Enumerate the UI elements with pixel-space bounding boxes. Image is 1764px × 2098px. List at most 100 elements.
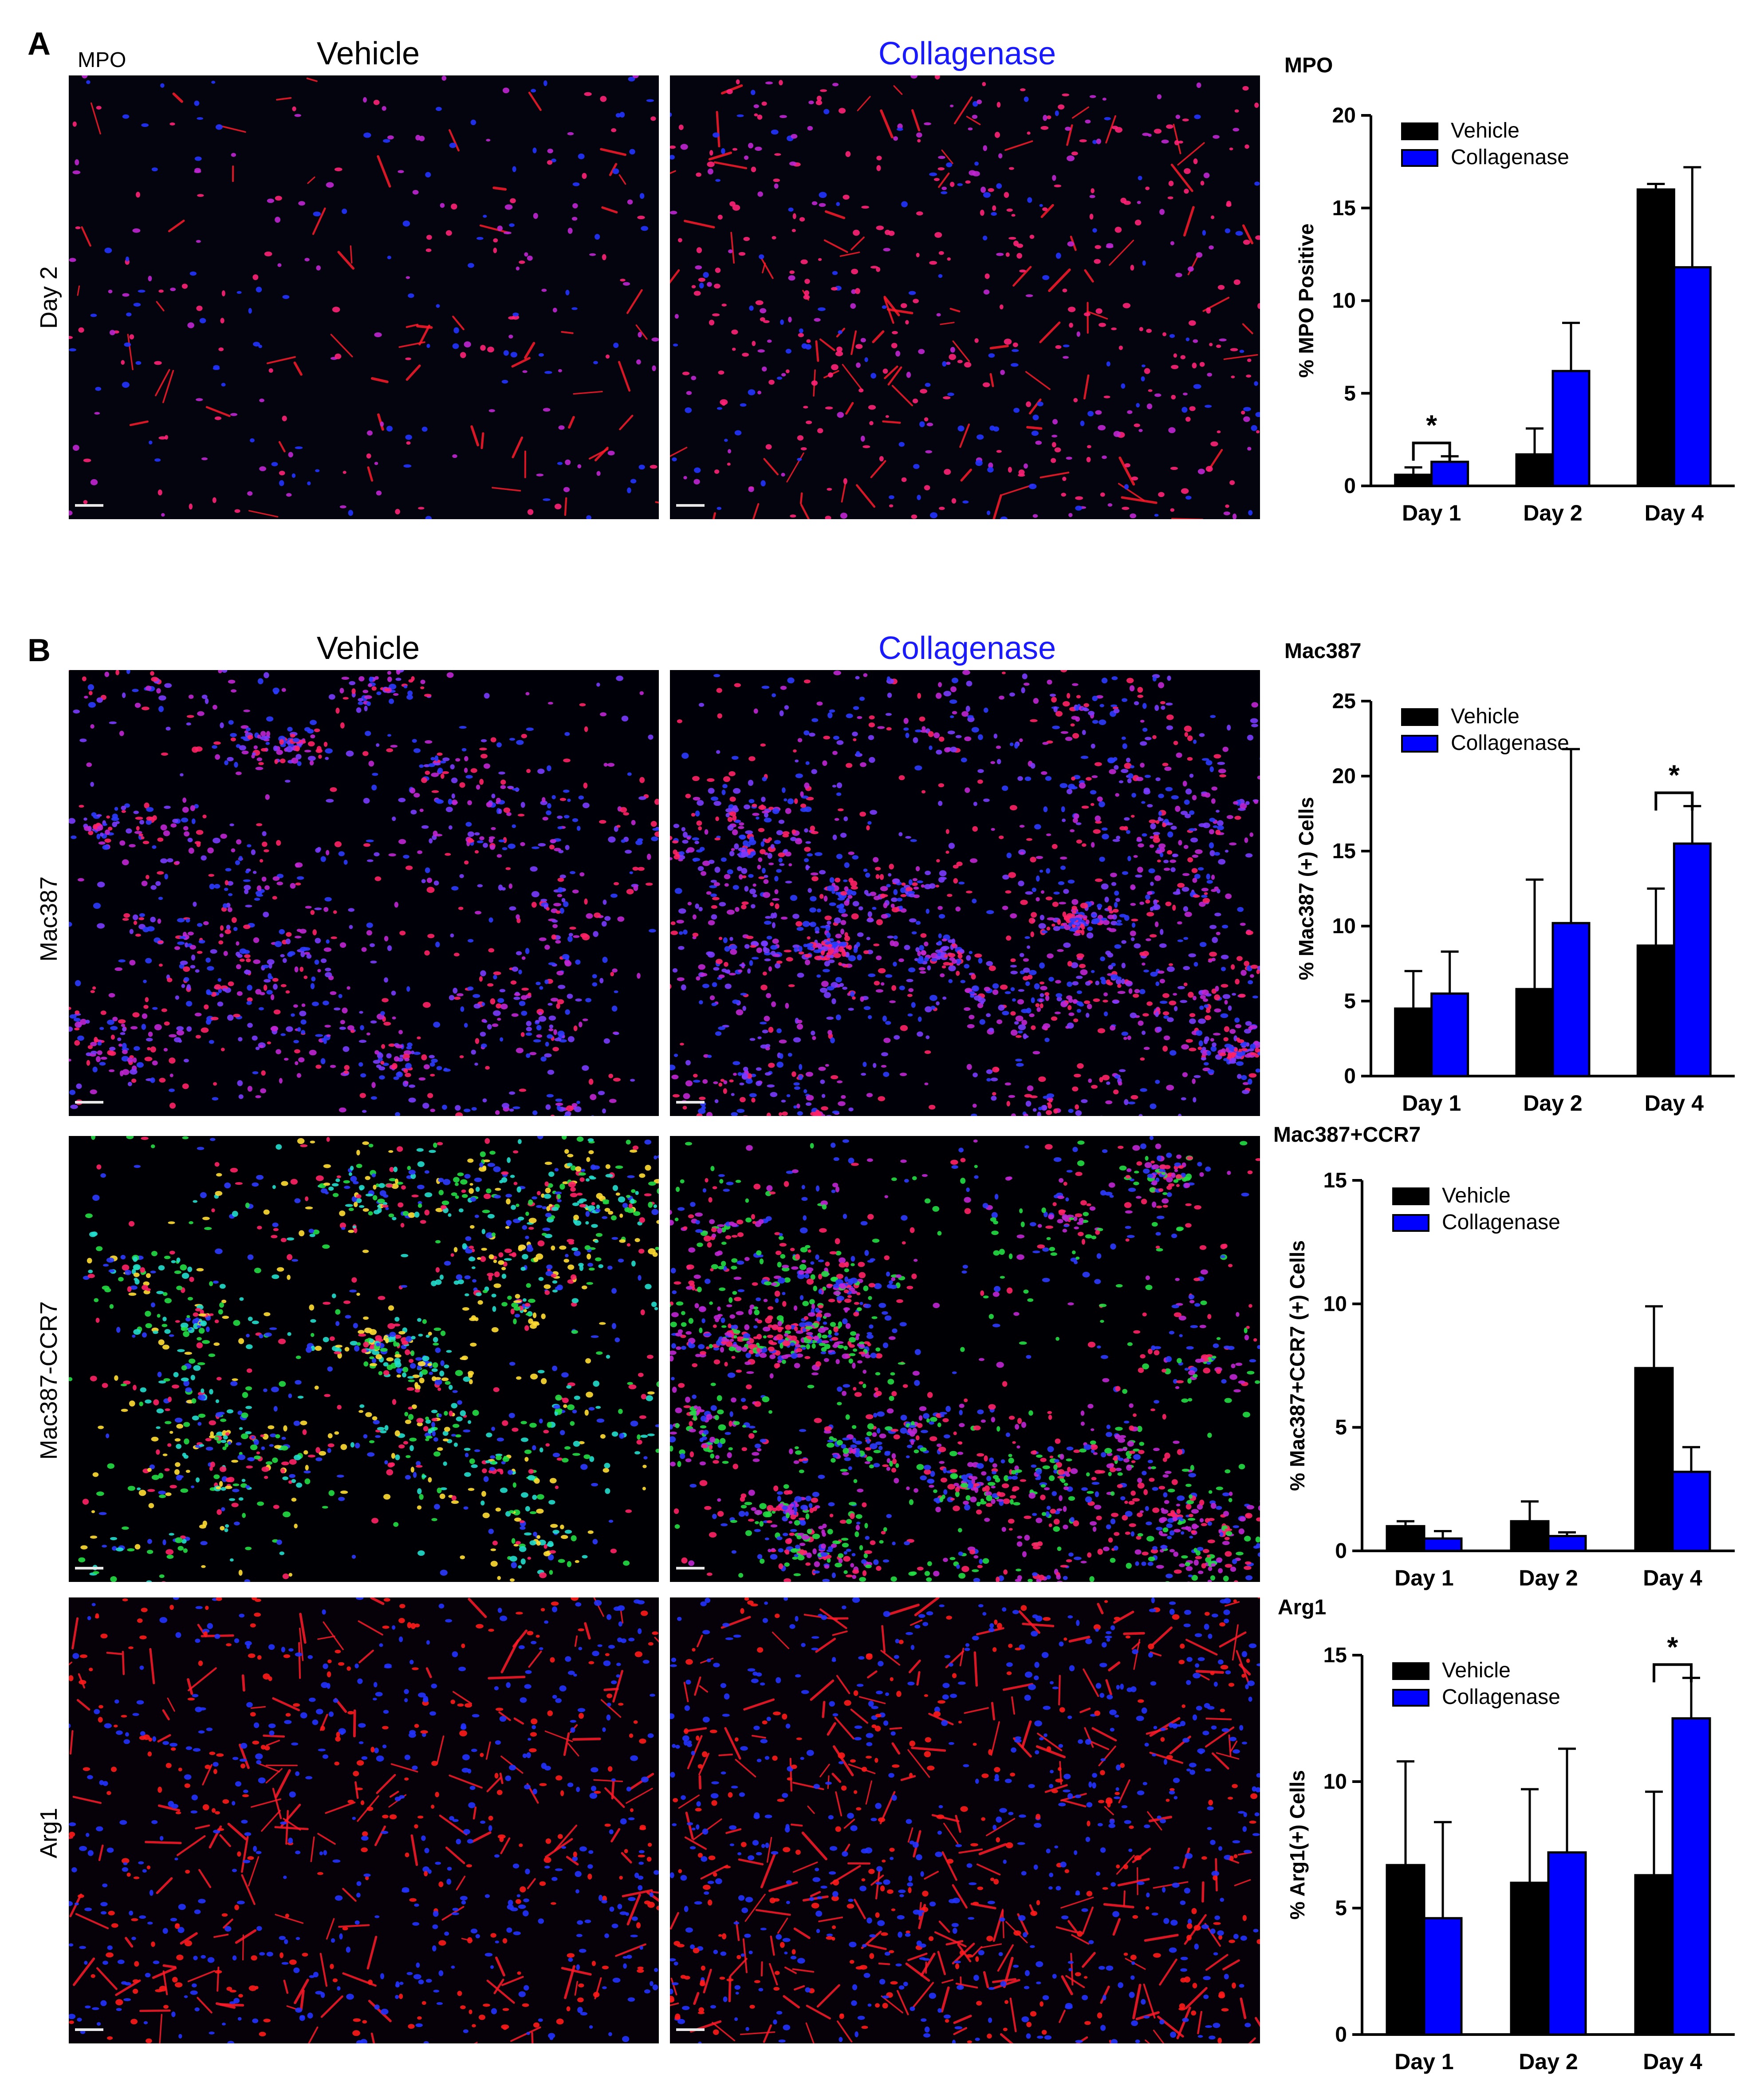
x-tick-label: Day 4	[1645, 501, 1704, 525]
panel-a-collagenase-heading: Collagenase	[878, 36, 1056, 71]
panel-b-collagenase-heading: Collagenase	[878, 631, 1056, 666]
legend-label: Vehicle	[1451, 119, 1520, 142]
y-tick-label: 10	[1332, 915, 1356, 938]
panel-b-letter: B	[28, 633, 51, 668]
y-tick-label: 0	[1335, 2023, 1347, 2047]
legend-label: Collagenase	[1442, 1211, 1560, 1234]
bar	[1547, 1535, 1587, 1552]
y-tick-label: 15	[1332, 197, 1356, 220]
bar	[1671, 1471, 1711, 1552]
x-tick-label: Day 1	[1394, 2049, 1453, 2074]
x-tick-label: Day 2	[1519, 2049, 1578, 2074]
bar	[1551, 370, 1591, 487]
x-tick-label: Day 1	[1402, 1091, 1461, 1116]
legend-swatch	[1392, 1187, 1429, 1205]
panel-a-letter: A	[28, 26, 51, 62]
y-tick-label: 10	[1332, 289, 1356, 313]
significance-star: *	[1667, 1631, 1678, 1663]
significance-star: *	[1426, 409, 1437, 441]
chart-mac387-ccr7: % Mac387+CCR7 (+) Cells 0 5 10 15 Day 1 Day 2 D…	[1278, 1163, 1748, 1606]
bar	[1673, 266, 1712, 487]
bar	[1394, 473, 1433, 487]
micrograph-mac387-ccr7-collagenase	[670, 1136, 1260, 1582]
y-tick-label: 10	[1323, 1292, 1347, 1316]
bar	[1423, 1537, 1463, 1552]
legend-label: Vehicle	[1442, 1184, 1511, 1207]
bar	[1673, 842, 1712, 1077]
chart-title-mpo: MPO	[1284, 54, 1333, 77]
bar	[1636, 188, 1675, 487]
micrograph-mpo-vehicle	[69, 75, 659, 519]
micrograph-mac387-collagenase	[670, 670, 1260, 1116]
y-tick-label: 5	[1344, 990, 1356, 1013]
y-axis-label: % Mac387+CCR7 (+) Cells	[1286, 1240, 1309, 1491]
bar	[1394, 1007, 1433, 1077]
bar	[1386, 1525, 1425, 1552]
y-tick-label: 5	[1335, 1897, 1347, 1920]
legend-swatch	[1392, 1662, 1429, 1680]
micrograph-arg1-collagenase	[670, 1597, 1260, 2043]
panel-a-vehicle-heading: Vehicle	[316, 36, 420, 71]
bar	[1634, 1367, 1674, 1552]
y-tick-label: 15	[1323, 1169, 1347, 1192]
chart-title-arg1: Arg1	[1278, 1596, 1327, 1619]
legend-swatch	[1392, 1689, 1429, 1707]
bar	[1423, 1917, 1463, 2036]
y-tick-label: 5	[1344, 382, 1356, 405]
micrograph-arg1-vehicle	[69, 1597, 659, 2043]
y-tick-label: 20	[1332, 104, 1356, 127]
x-tick-label: Day 4	[1645, 1091, 1704, 1116]
legend-swatch	[1401, 708, 1438, 726]
chart-mpo-svg: % MPO Positive 0 5 10 15 20 Day 1 Day 2 Day 4 * Ve…	[1295, 104, 1735, 525]
bar	[1634, 1874, 1674, 2036]
legend-swatch	[1401, 735, 1438, 753]
legend-label: Collagenase	[1451, 146, 1569, 169]
legend-label: Collagenase	[1451, 731, 1569, 755]
x-tick-label: Day 4	[1643, 1566, 1702, 1590]
chart-mac387-svg: % Mac387 (+) Cells 0 5 10 15 20 25 Day 1 Day 2 Da…	[1295, 690, 1735, 1116]
legend-label: Vehicle	[1442, 1659, 1511, 1682]
x-tick-label: Day 2	[1523, 1091, 1582, 1116]
chart-mpo: % MPO Positive 0 5 10 15 20 Day 1 Day 2 Day 4 * Ve…	[1287, 98, 1748, 541]
x-tick-label: Day 4	[1643, 2049, 1702, 2074]
panel-a-row-label: Day 2	[35, 266, 62, 329]
significance-bracket	[1412, 442, 1451, 461]
panel-b-vehicle-heading: Vehicle	[316, 631, 420, 666]
y-axis-label: % Mac387 (+) Cells	[1295, 797, 1318, 980]
legend-swatch	[1401, 149, 1438, 167]
panel-b-row-label-mac387-ccr7: Mac387-CCR7	[35, 1301, 62, 1460]
chart-mac387: % Mac387 (+) Cells 0 5 10 15 20 25 Day 1 Day 2 Da…	[1287, 683, 1748, 1132]
y-tick-label: 0	[1344, 474, 1356, 498]
significance-star: *	[1669, 759, 1680, 791]
chart-title-mac387-ccr7: Mac387+CCR7	[1273, 1123, 1421, 1147]
chart-mac387-ccr7-svg: % Mac387+CCR7 (+) Cells 0 5 10 15 Day 1 Day 2 D…	[1286, 1169, 1735, 1590]
y-axis-label: % Arg1(+) Cells	[1286, 1770, 1309, 1920]
bar	[1510, 1520, 1550, 1552]
bar	[1636, 944, 1675, 1077]
x-tick-label: Day 2	[1519, 1566, 1578, 1590]
x-tick-label: Day 2	[1523, 501, 1582, 525]
chart-arg1-svg: % Arg1(+) Cells 0 5 10 15 Day 1 Day 2 Day 4 * Veh…	[1286, 1631, 1735, 2074]
significance-bracket	[1654, 791, 1694, 811]
bar	[1547, 1851, 1587, 2036]
y-tick-label: 0	[1344, 1065, 1356, 1088]
panel-b-row-label-arg1: Arg1	[35, 1807, 62, 1859]
chart-arg1: % Arg1(+) Cells 0 5 10 15 Day 1 Day 2 Day 4 * Veh…	[1278, 1631, 1748, 2090]
bar	[1430, 461, 1469, 487]
bar	[1510, 1881, 1550, 2036]
y-axis-label: % MPO Positive	[1295, 224, 1318, 378]
y-tick-label: 15	[1332, 840, 1356, 863]
bar	[1515, 988, 1554, 1077]
bar	[1430, 992, 1469, 1077]
chart-title-mac387: Mac387	[1284, 639, 1362, 663]
legend-swatch	[1401, 122, 1438, 140]
y-tick-label: 5	[1335, 1416, 1347, 1439]
significance-bracket	[1653, 1663, 1693, 1683]
bar	[1671, 1717, 1711, 2036]
y-tick-label: 10	[1323, 1770, 1347, 1794]
x-tick-label: Day 1	[1394, 1566, 1453, 1590]
y-tick-label: 0	[1335, 1539, 1347, 1563]
y-tick-label: 15	[1323, 1644, 1347, 1667]
legend-label: Collagenase	[1442, 1685, 1560, 1709]
panel-b-row-label-mac387: Mac387	[35, 876, 62, 962]
